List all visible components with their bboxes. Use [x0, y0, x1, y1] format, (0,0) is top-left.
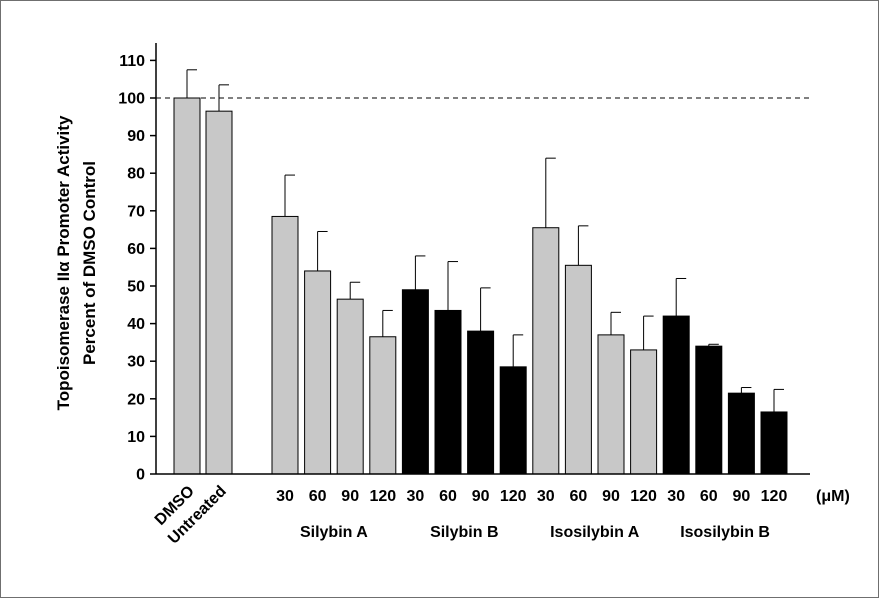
bar-untreated — [205, 110, 233, 475]
bar-silybin-b-120 — [499, 366, 527, 475]
bar-silybin-a-90 — [336, 298, 364, 475]
y-tick-label-110: 110 — [119, 53, 145, 70]
dose-label-silybin-a-90: 90 — [341, 488, 359, 505]
bar-dmso — [173, 97, 201, 475]
y-tick-label-30: 30 — [127, 354, 145, 371]
y-tick-label-50: 50 — [127, 279, 145, 296]
bar-silybin-b-30 — [401, 289, 429, 475]
dose-label-silybin-a-60: 60 — [309, 488, 327, 505]
bar-isosilybin-a-60 — [564, 264, 592, 475]
group-label-silybin-a: Silybin A — [300, 524, 368, 541]
bar-silybin-b-90 — [467, 330, 495, 475]
dose-label-isosilybin-a-120: 120 — [630, 488, 657, 505]
bar-isosilybin-a-90 — [597, 334, 625, 475]
y-tick-label-0: 0 — [136, 467, 145, 484]
bar-isosilybin-a-120 — [630, 349, 658, 475]
y-tick-label-20: 20 — [127, 391, 145, 408]
bar-isosilybin-b-60 — [695, 345, 723, 475]
y-tick-label-40: 40 — [127, 316, 145, 333]
dose-label-silybin-b-120: 120 — [500, 488, 527, 505]
y-tick-label-70: 70 — [127, 203, 145, 220]
bar-isosilybin-b-120 — [760, 411, 788, 475]
bars — [173, 69, 788, 475]
dose-label-silybin-b-30: 30 — [407, 488, 425, 505]
group-label-isosilybin-b: Isosilybin B — [680, 524, 770, 541]
dose-label-isosilybin-a-30: 30 — [537, 488, 555, 505]
y-axis-title-line-1: Topoisomerase IIα Promoter Activity — [54, 115, 73, 410]
dose-label-silybin-a-120: 120 — [369, 488, 396, 505]
bar-silybin-a-120 — [369, 336, 397, 475]
bar-silybin-a-30 — [271, 215, 299, 475]
dose-label-isosilybin-b-60: 60 — [700, 488, 718, 505]
bar-silybin-b-60 — [434, 309, 462, 475]
y-tick-label-90: 90 — [127, 128, 145, 145]
dose-label-isosilybin-a-60: 60 — [570, 488, 588, 505]
dose-label-isosilybin-b-90: 90 — [733, 488, 751, 505]
y-axis-ticks: 0 10 20 30 40 50 60 70 80 90 100 110 — [118, 53, 156, 484]
y-tick-label-10: 10 — [127, 429, 145, 446]
group-label-silybin-b: Silybin B — [430, 524, 498, 541]
unit-label: (μM) — [816, 488, 850, 505]
dose-label-isosilybin-a-90: 90 — [602, 488, 620, 505]
bar-isosilybin-b-90 — [727, 392, 755, 475]
bar-silybin-a-60 — [304, 270, 332, 475]
dose-label-isosilybin-b-30: 30 — [667, 488, 685, 505]
bar-isosilybin-b-30 — [662, 315, 690, 475]
bar-isosilybin-a-30 — [532, 227, 560, 475]
group-label-isosilybin-a: Isosilybin A — [550, 524, 640, 541]
y-axis-title: Topoisomerase IIα Promoter Activity Perc… — [54, 115, 99, 410]
dose-label-silybin-a-30: 30 — [276, 488, 294, 505]
y-axis-title-line-2: Percent of DMSO Control — [80, 161, 99, 365]
y-tick-label-60: 60 — [127, 241, 145, 258]
y-tick-label-80: 80 — [127, 166, 145, 183]
dose-label-isosilybin-b-120: 120 — [761, 488, 788, 505]
dose-label-silybin-b-90: 90 — [472, 488, 490, 505]
y-tick-label-100: 100 — [118, 91, 145, 108]
dose-label-silybin-b-60: 60 — [439, 488, 457, 505]
